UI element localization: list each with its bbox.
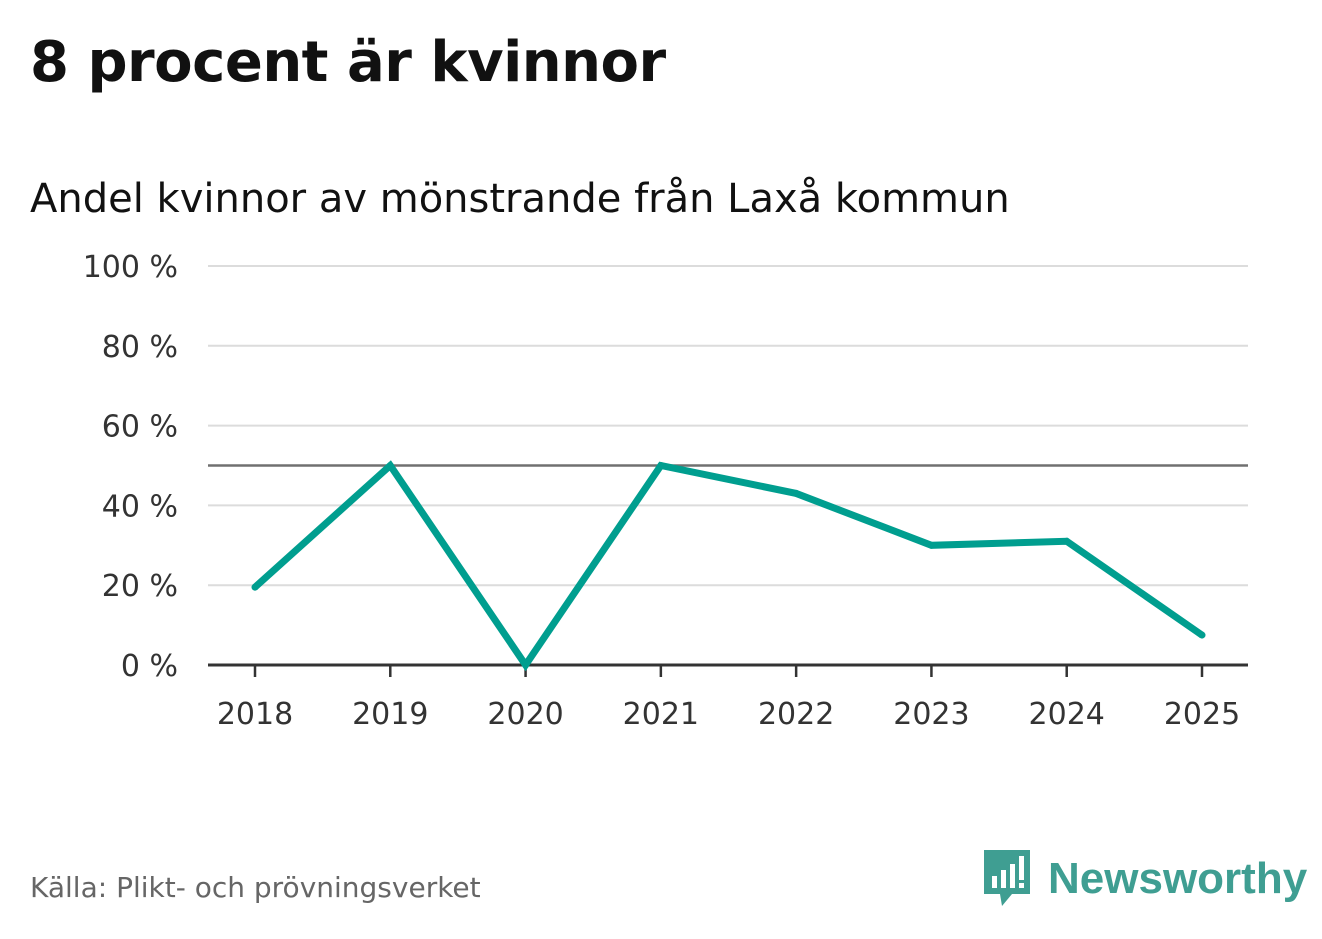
- grid-lines: [208, 265, 1248, 587]
- y-axis-tick-labels: 0 % 20 % 40 % 60 % 80 % 100 %: [83, 250, 178, 684]
- y-tick-label: 20 %: [102, 569, 178, 604]
- chart-title: 8 procent är kvinnor: [30, 30, 666, 95]
- y-tick-label: 40 %: [102, 489, 178, 524]
- chart-subtitle: Andel kvinnor av mönstrande från Laxå ko…: [30, 176, 1010, 222]
- series-layer: [251, 460, 1206, 672]
- data-point: [792, 489, 800, 497]
- x-tick-label: 2025: [1164, 697, 1240, 732]
- y-tick-label: 80 %: [102, 330, 178, 365]
- y-tick-label: 100 %: [83, 250, 178, 285]
- data-point: [386, 462, 394, 469]
- brand-name: Newsworthy: [1048, 854, 1308, 903]
- data-point: [657, 462, 665, 469]
- x-tick-label: 2018: [217, 697, 293, 732]
- x-tick-label: 2021: [623, 697, 699, 732]
- data-point: [1063, 537, 1071, 545]
- data-point: [1198, 631, 1206, 639]
- y-tick-label: 0 %: [121, 649, 178, 684]
- x-tick-label: 2023: [893, 697, 969, 732]
- x-tick-label: 2024: [1029, 697, 1105, 732]
- source-note: Källa: Plikt- och prövningsverket: [30, 871, 481, 904]
- chart-bubble-icon: [984, 850, 1030, 906]
- data-point: [251, 583, 259, 591]
- newsworthy-logo: Newsworthy: [980, 848, 1307, 910]
- x-tick-label: 2022: [758, 697, 834, 732]
- series-line: [252, 460, 1204, 672]
- data-point: [522, 661, 530, 669]
- data-point: [927, 541, 935, 549]
- y-tick-label: 60 %: [102, 410, 178, 445]
- x-tick-label: 2019: [352, 697, 428, 732]
- x-axis: 2018 2019 2020 2021 2022 2023 2024 2025: [208, 663, 1248, 732]
- x-tick-label: 2020: [487, 697, 563, 732]
